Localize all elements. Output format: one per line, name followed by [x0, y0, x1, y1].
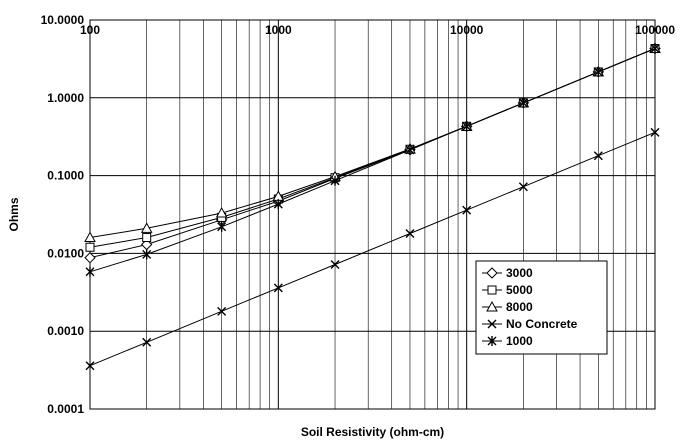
- grid: [90, 20, 655, 409]
- series-line: [89, 48, 656, 238]
- series-line: [89, 131, 656, 367]
- series-layer: [84, 42, 661, 371]
- legend-marker: [487, 319, 497, 329]
- x-axis-title: Soil Resistivity (ohm-cm): [301, 425, 444, 439]
- series-3000: [84, 42, 661, 264]
- data-point: [593, 66, 603, 77]
- legend-marker: [487, 336, 497, 346]
- x-tick-label: 1000: [265, 23, 292, 37]
- legend-label: 5000: [506, 283, 533, 297]
- data-point: [85, 266, 95, 277]
- series-no-concrete: [85, 127, 660, 371]
- series-1000: [85, 43, 660, 277]
- series-8000: [84, 42, 661, 243]
- legend-label: No Concrete: [506, 317, 578, 331]
- plot-area: [89, 19, 656, 410]
- legend-marker: [486, 267, 498, 279]
- x-tick-label: 10000: [450, 23, 484, 37]
- y-axis-title: Ohms: [7, 197, 21, 231]
- data-point: [330, 175, 340, 186]
- data-point: [273, 283, 283, 293]
- data-point: [84, 252, 96, 264]
- data-point: [85, 242, 95, 252]
- legend-item: 1000: [482, 334, 533, 348]
- series-line: [89, 48, 656, 273]
- data-point: [405, 229, 415, 239]
- data-point: [405, 144, 415, 155]
- tick-labels: 100 1000 10000 100000 10.0000 1.0000 0.1000 0.0…: [41, 13, 676, 416]
- data-point: [217, 221, 227, 232]
- y-tick-label: 0.0001: [47, 402, 84, 416]
- series-line: [89, 48, 656, 259]
- legend-marker: [487, 285, 497, 295]
- y-tick-label: 0.0100: [47, 246, 84, 260]
- y-tick-label: 0.1000: [47, 169, 84, 183]
- legend-marker: [486, 300, 498, 312]
- data-point: [84, 231, 96, 243]
- data-point: [142, 233, 152, 243]
- legend-label: 1000: [506, 334, 533, 348]
- x-tick-label: 100: [80, 23, 100, 37]
- y-tick-label: 0.0010: [47, 324, 84, 338]
- data-point: [140, 222, 153, 233]
- x-tick-label: 100000: [635, 23, 675, 37]
- data-point: [273, 199, 283, 210]
- data-point: [330, 260, 340, 269]
- data-point: [142, 337, 152, 347]
- data-point: [518, 182, 528, 192]
- legend-item: No Concrete: [482, 317, 578, 331]
- data-point: [650, 127, 660, 137]
- data-point: [650, 43, 660, 54]
- y-tick-label: 10.0000: [41, 13, 85, 27]
- data-point: [142, 249, 152, 260]
- y-tick-label: 1.0000: [47, 91, 84, 105]
- series-line: [89, 48, 656, 248]
- data-point: [85, 361, 95, 371]
- legend-label: 8000: [506, 300, 533, 314]
- data-point: [518, 97, 528, 108]
- data-point: [462, 121, 472, 132]
- data-point: [462, 205, 472, 215]
- data-point: [593, 151, 603, 161]
- legend-label: 3000: [506, 266, 533, 280]
- data-point: [215, 207, 228, 218]
- legend: 3000 5000 8000 No Concrete 1000: [475, 260, 608, 355]
- legend-item: 8000: [482, 300, 533, 314]
- series-5000: [85, 44, 660, 252]
- data-point: [217, 306, 227, 316]
- legend-item: 5000: [482, 283, 533, 297]
- legend-item: 3000: [482, 266, 533, 280]
